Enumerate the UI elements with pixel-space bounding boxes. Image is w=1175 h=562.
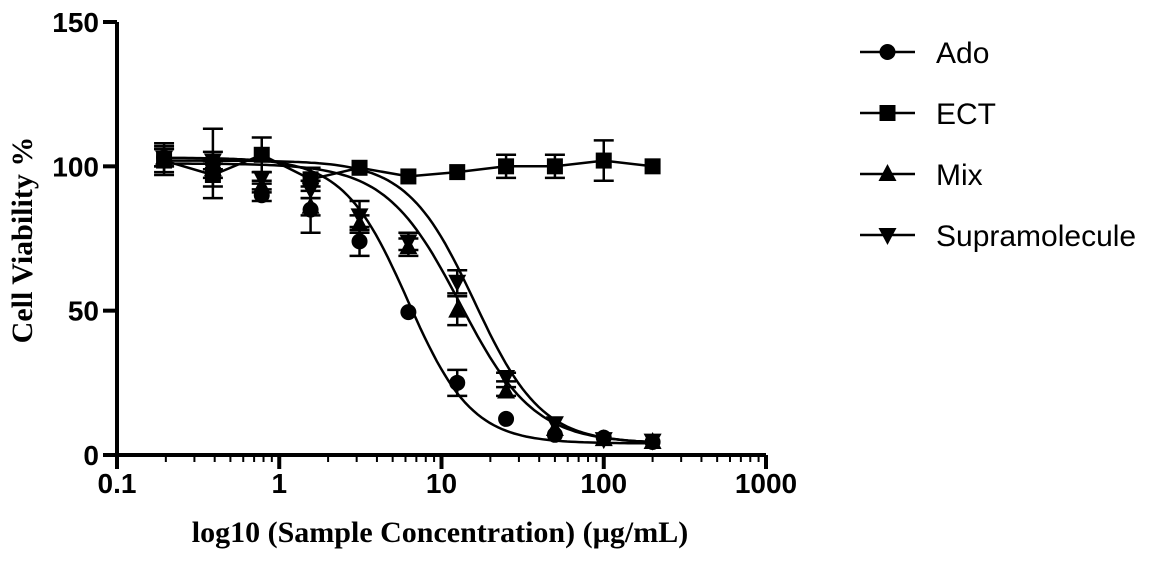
series-line: [164, 156, 653, 445]
data-point: [497, 381, 516, 399]
legend-label: Ado: [936, 37, 989, 70]
legend: Ado ECT Mix Supramolecule: [860, 37, 1136, 253]
data-point: [594, 432, 613, 450]
data-point: [644, 158, 661, 175]
series-line: [164, 162, 653, 444]
data-point: [252, 170, 271, 188]
data-point: [400, 304, 417, 321]
y-tick-label: 0: [83, 440, 99, 471]
series-layer: [154, 127, 662, 451]
data-point: [155, 150, 174, 168]
x-tick-label: 0.1: [98, 468, 137, 499]
data-point: [497, 370, 516, 388]
data-point: [498, 158, 515, 175]
legend-label: Mix: [936, 159, 983, 192]
series-ect: [154, 136, 661, 193]
x-tick-label: 10: [426, 468, 457, 499]
data-point: [301, 196, 320, 214]
data-point: [595, 152, 612, 169]
series-supramolecule: [154, 147, 662, 451]
series-line: [164, 159, 653, 444]
legend-marker: [878, 228, 897, 245]
data-point: [448, 274, 467, 292]
legend-item-mix: Mix: [860, 159, 983, 192]
data-point: [546, 158, 563, 175]
legend-item-ect: ECT: [860, 98, 996, 131]
data-point: [449, 164, 466, 181]
y-tick-label: 150: [52, 7, 99, 38]
legend-item-supramolecule: Supramolecule: [860, 220, 1136, 253]
data-point: [400, 168, 417, 185]
x-tick-label: 1000: [735, 468, 797, 499]
legend-marker: [879, 44, 896, 60]
data-point: [301, 182, 320, 200]
data-point: [399, 234, 418, 252]
x-tick-label: 100: [580, 468, 627, 499]
data-point: [253, 146, 270, 163]
y-tick-label: 100: [52, 151, 99, 182]
y-axis-title: Cell Viability %: [6, 137, 39, 344]
data-point: [545, 416, 564, 434]
legend-marker: [878, 164, 897, 181]
x-tick-label: 1: [271, 468, 287, 499]
legend-item-ado: Ado: [860, 37, 989, 70]
data-point: [643, 433, 662, 451]
x-axis-title: log10 (Sample Concentration) (µg/mL): [192, 516, 688, 549]
data-point: [350, 208, 369, 226]
legend-label: Supramolecule: [936, 220, 1136, 253]
data-point: [203, 153, 222, 171]
data-point: [448, 300, 467, 318]
data-point: [351, 233, 368, 250]
legend-label: ECT: [936, 98, 996, 131]
data-point: [498, 410, 515, 427]
axes: 0 50 100 150 0.1 1 10 100 1000: [52, 7, 797, 499]
y-tick-label: 50: [68, 296, 99, 327]
data-point: [449, 374, 466, 391]
legend-marker: [879, 105, 896, 121]
